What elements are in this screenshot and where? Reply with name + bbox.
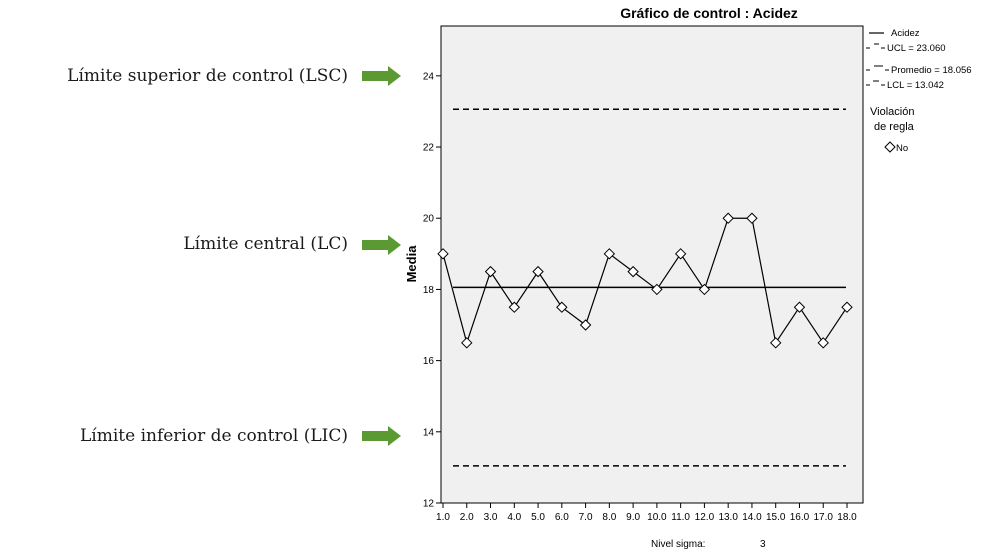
legend-series-label: Acidez	[891, 28, 920, 39]
data-point-marker	[627, 265, 639, 278]
legend-violation-title-1: Violación	[870, 106, 914, 118]
x-tick-label: 12.0	[695, 512, 715, 523]
reference-lines	[453, 108, 846, 467]
legend-violation-title-2: de regla	[874, 121, 915, 133]
data-point-marker	[556, 301, 568, 313]
legend-diamond-icon	[884, 141, 896, 153]
annotation-lic: Límite inferior de control (LIC)	[80, 426, 348, 446]
sigma-level-label: Nivel sigma:	[651, 539, 705, 550]
legend-lcl-label: LCL = 13.042	[887, 80, 944, 91]
y-tick-label: 16	[423, 356, 435, 367]
x-tick-label: 5.0	[531, 512, 545, 523]
y-tick-label: 24	[423, 71, 435, 82]
legend: Acidez UCL = 23.060 Promedio = 18.056 LC…	[866, 28, 972, 154]
x-tick-label: 14.0	[742, 512, 762, 523]
legend-center-label: Promedio = 18.056	[891, 65, 972, 76]
plot-area	[440, 25, 864, 504]
x-tick-label: 4.0	[507, 512, 521, 523]
x-axis-ticks: 1.0 2.0 3.0 4.0 5.0 6.0 7.0 8.0 9.0 10.0 11.0 12.0 1…	[436, 503, 857, 523]
x-tick-label: 16.0	[790, 512, 810, 523]
x-tick-label: 18.0	[837, 512, 857, 523]
arrow-right-icon	[362, 66, 401, 86]
data-point-marker	[461, 337, 473, 349]
y-axis-label: Media	[404, 245, 419, 283]
annotation-lc: Límite central (LC)	[183, 234, 348, 254]
data-point-marker	[793, 301, 806, 313]
chart-title: Gráfico de control : Acidez	[620, 5, 798, 21]
x-tick-label: 1.0	[436, 512, 450, 523]
data-point-marker	[722, 212, 734, 224]
data-point-marker	[532, 265, 544, 278]
y-tick-label: 14	[423, 427, 435, 438]
data-point-marker	[508, 301, 521, 313]
data-point-marker	[437, 248, 449, 260]
data-point-marker	[746, 212, 758, 224]
y-tick-label: 20	[423, 214, 435, 225]
y-axis-ticks: 12 14 16 18 20 22 24	[423, 71, 441, 510]
annotation-lsc: Límite superior de control (LSC)	[67, 66, 348, 86]
data-point-marker	[484, 265, 497, 278]
x-tick-label: 7.0	[579, 512, 593, 523]
x-tick-label: 10.0	[647, 512, 667, 523]
x-tick-label: 13.0	[718, 512, 738, 523]
x-tick-label: 15.0	[766, 512, 786, 523]
x-tick-label: 3.0	[484, 512, 498, 523]
arrow-right-icon	[362, 426, 401, 446]
legend-ucl-label: UCL = 23.060	[887, 43, 946, 54]
data-point-marker	[579, 319, 592, 331]
y-tick-label: 22	[423, 143, 435, 154]
x-tick-label: 17.0	[814, 512, 834, 523]
data-point-marker	[817, 337, 829, 349]
y-tick-label: 12	[423, 499, 435, 510]
data-point-marker	[674, 248, 687, 260]
x-tick-label: 6.0	[555, 512, 569, 523]
series-acidez	[437, 212, 853, 349]
data-point-marker	[698, 283, 711, 296]
data-point-marker	[841, 301, 853, 313]
data-point-marker	[769, 337, 782, 349]
x-tick-label: 2.0	[460, 512, 474, 523]
x-tick-label: 11.0	[671, 512, 690, 523]
x-tick-label: 8.0	[602, 512, 616, 523]
series-line	[442, 217, 848, 345]
data-point-marker	[603, 248, 616, 260]
y-tick-label: 18	[423, 285, 435, 296]
arrow-right-icon	[362, 235, 401, 255]
legend-violation-no-label: No	[896, 143, 908, 154]
sigma-level-value: 3	[760, 539, 766, 550]
data-point-marker	[651, 283, 663, 296]
x-tick-label: 9.0	[626, 512, 640, 523]
